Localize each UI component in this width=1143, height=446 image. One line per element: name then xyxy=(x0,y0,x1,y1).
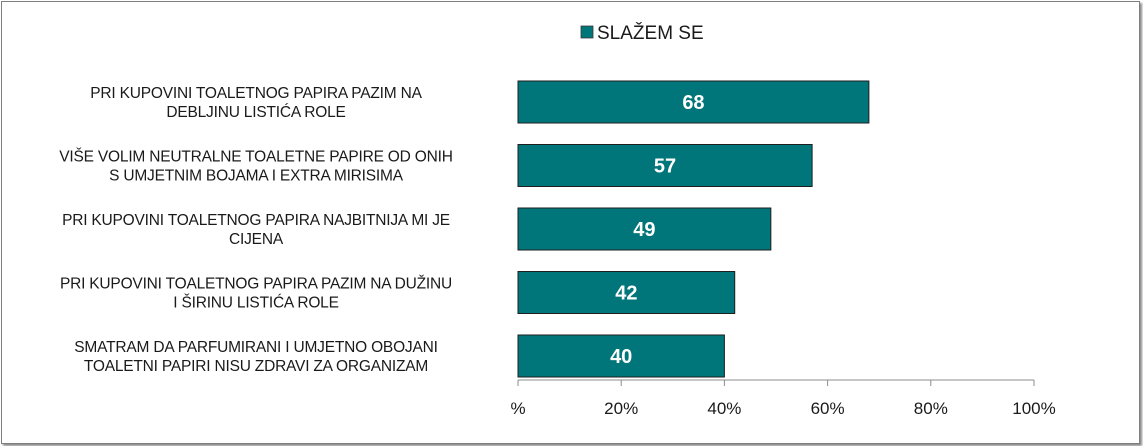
legend-swatch xyxy=(580,25,594,39)
bar xyxy=(517,207,772,251)
bar xyxy=(517,80,870,124)
category-label-line: SMATRAM DA PARFUMIRANI I UMJETNO OBOJANI xyxy=(74,339,437,356)
data-label: 49 xyxy=(633,219,655,241)
category-label: PRI KUPOVINI TOALETNOG PAPIRA PAZIM NA DE… xyxy=(90,85,422,121)
bar xyxy=(517,334,725,378)
category-label: SMATRAM DA PARFUMIRANI I UMJETNO OBOJANI… xyxy=(74,339,437,375)
category-label: VIŠE VOLIM NEUTRALNE TOALETNE PAPIRE OD … xyxy=(59,149,452,185)
category-label-line: I ŠIRINU LISTIĆA ROLE xyxy=(173,295,338,312)
legend-label: SLAŽEM SE xyxy=(597,22,704,44)
x-tick-label: 60% xyxy=(811,399,845,418)
category-label-line: CIJENA xyxy=(229,231,284,248)
data-label: 68 xyxy=(682,92,704,114)
category-label-line: PRI KUPOVINI TOALETNOG PAPIRA PAZIM NA xyxy=(90,85,422,102)
data-label: 42 xyxy=(615,283,637,305)
x-tick-label: 20% xyxy=(604,399,638,418)
x-tick-label: 80% xyxy=(914,399,948,418)
category-label-line: TOALETNI PAPIRI NISU ZDRAVI ZA ORGANIZAM xyxy=(84,358,428,375)
category-label-line: PRI KUPOVINI TOALETNOG PAPIRA PAZIM NA D… xyxy=(60,276,452,293)
x-tick-label: 40% xyxy=(707,399,741,418)
category-label-line: DEBLJINU LISTIĆA ROLE xyxy=(166,104,345,121)
category-label-line: VIŠE VOLIM NEUTRALNE TOALETNE PAPIRE OD … xyxy=(59,149,452,166)
category-label-line: S UMJETNIM BOJAMA I EXTRA MIRISIMA xyxy=(109,168,404,185)
category-label-line: PRI KUPOVINI TOALETNOG PAPIRA NAJBITNIJA… xyxy=(62,212,450,229)
category-label: PRI KUPOVINI TOALETNOG PAPIRA NAJBITNIJA… xyxy=(62,212,450,248)
data-label: 40 xyxy=(610,346,632,368)
bar xyxy=(517,271,736,314)
data-label: 57 xyxy=(654,156,676,178)
bar xyxy=(517,144,813,187)
x-tick-label: 100% xyxy=(1012,399,1055,418)
category-label: PRI KUPOVINI TOALETNOG PAPIRA PAZIM NA D… xyxy=(60,276,452,312)
x-tick-label: % xyxy=(510,399,525,418)
legend: SLAŽEM SE xyxy=(580,22,704,44)
